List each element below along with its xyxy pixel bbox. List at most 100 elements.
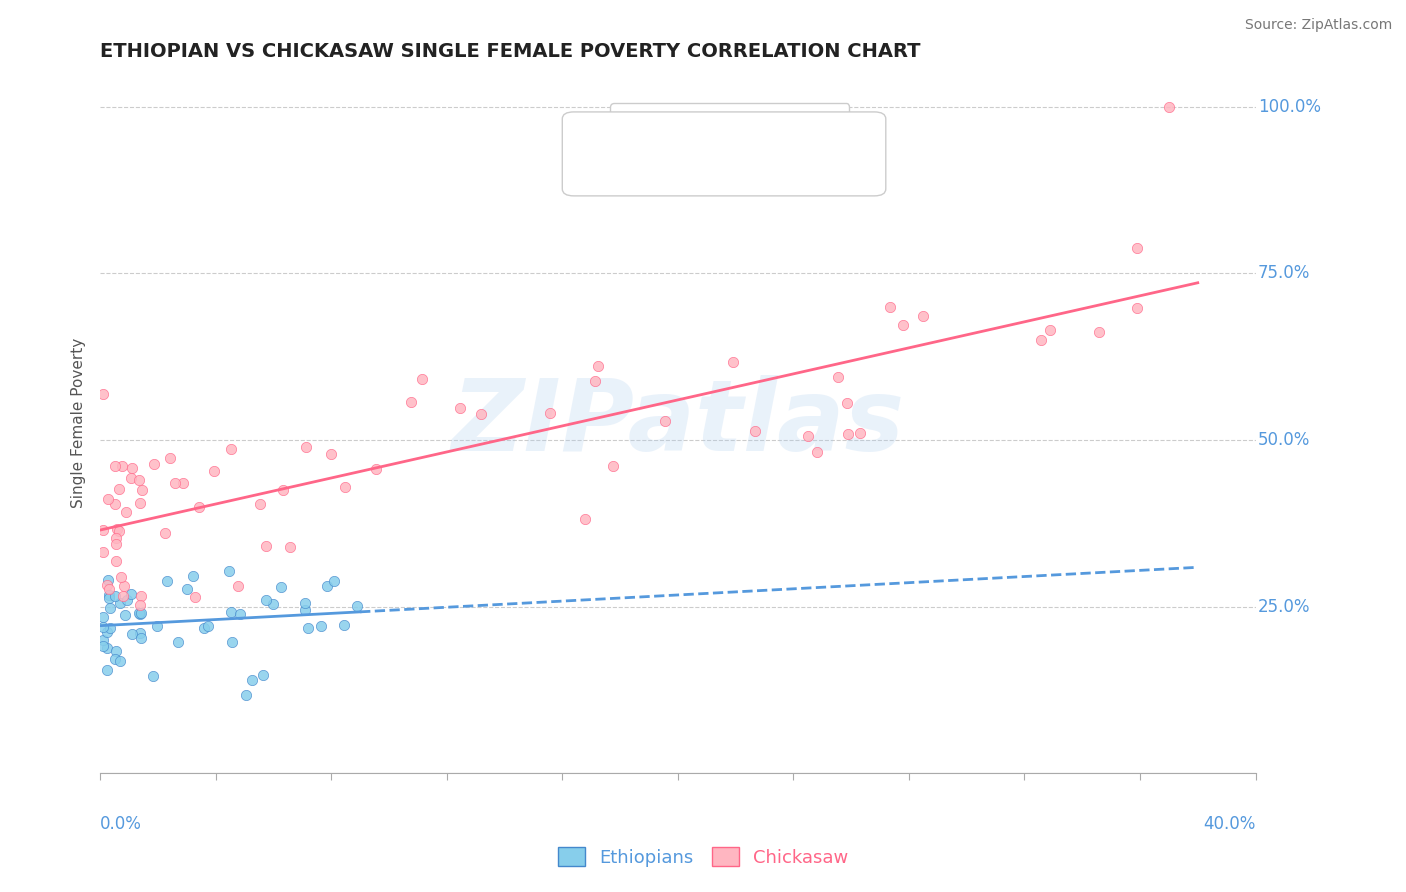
Ethiopians (181, 569, 204, 583)
Ethiopians (333, 618, 356, 632)
Text: 100.0%: 100.0% (1258, 98, 1320, 116)
Chickasaw (602, 458, 624, 473)
Chickasaw (538, 406, 561, 420)
Chickasaw (184, 590, 207, 604)
Ethiopians (121, 626, 143, 640)
Ethiopians (262, 597, 284, 611)
Chickasaw (911, 310, 934, 324)
Chickasaw (319, 447, 342, 461)
Chickasaw (449, 401, 471, 416)
Chickasaw (143, 457, 166, 471)
Ethiopians (323, 574, 346, 589)
Ethiopians (294, 596, 316, 610)
Legend: R =  0.101   N = 52, R =  0.290   N = 71: R = 0.101 N = 52, R = 0.290 N = 71 (610, 103, 849, 171)
Ethiopians (100, 600, 122, 615)
Ethiopians (309, 619, 332, 633)
Ethiopians (97, 573, 120, 587)
Chickasaw (219, 442, 242, 457)
Text: 50.0%: 50.0% (1258, 431, 1310, 449)
Chickasaw (721, 355, 744, 369)
Chickasaw (111, 458, 134, 473)
Chickasaw (891, 318, 914, 332)
Text: 0.0%: 0.0% (100, 815, 142, 833)
Chickasaw (128, 473, 150, 487)
Ethiopians (129, 606, 152, 620)
Ethiopians (252, 668, 274, 682)
Chickasaw (1029, 333, 1052, 347)
Chickasaw (335, 480, 357, 494)
Chickasaw (848, 426, 870, 441)
Chickasaw (1087, 325, 1109, 339)
Chickasaw (1126, 301, 1149, 316)
Chickasaw (574, 512, 596, 526)
Chickasaw (1157, 100, 1180, 114)
Ethiopians (270, 580, 292, 594)
Ethiopians (96, 664, 118, 678)
Chickasaw (105, 537, 128, 551)
Legend: Ethiopians, Chickasaw: Ethiopians, Chickasaw (551, 840, 855, 874)
Ethiopians (129, 607, 152, 621)
Chickasaw (96, 578, 118, 592)
Chickasaw (273, 483, 295, 497)
Chickasaw (470, 408, 492, 422)
Ethiopians (104, 651, 127, 665)
Chickasaw (108, 482, 131, 496)
Text: 40.0%: 40.0% (1204, 815, 1256, 833)
Chickasaw (654, 414, 676, 428)
Ethiopians (176, 582, 198, 596)
Chickasaw (131, 589, 153, 603)
Ethiopians (128, 625, 150, 640)
Chickasaw (111, 589, 134, 603)
Ethiopians (129, 631, 152, 645)
Text: 75.0%: 75.0% (1258, 264, 1310, 283)
Ethiopians (91, 620, 114, 634)
Chickasaw (837, 426, 859, 441)
Chickasaw (165, 475, 187, 490)
Chickasaw (744, 424, 766, 438)
Y-axis label: Single Female Poverty: Single Female Poverty (72, 338, 86, 508)
Chickasaw (827, 370, 849, 384)
Ethiopians (235, 688, 257, 702)
Chickasaw (254, 539, 277, 553)
Ethiopians (96, 640, 118, 655)
Chickasaw (249, 497, 271, 511)
Ethiopians (228, 607, 250, 622)
Ethiopians (110, 596, 132, 610)
Chickasaw (411, 372, 433, 386)
Ethiopians (104, 589, 127, 603)
Chickasaw (797, 429, 820, 443)
Chickasaw (91, 523, 114, 537)
Ethiopians (218, 564, 240, 578)
Ethiopians (108, 654, 131, 668)
Text: Source: ZipAtlas.com: Source: ZipAtlas.com (1244, 18, 1392, 32)
Chickasaw (115, 505, 138, 519)
FancyBboxPatch shape (562, 112, 886, 196)
Chickasaw (128, 598, 150, 612)
Chickasaw (1126, 241, 1149, 255)
Chickasaw (96, 492, 118, 507)
Text: 25.0%: 25.0% (1258, 598, 1310, 615)
Ethiopians (91, 609, 114, 624)
Ethiopians (114, 607, 136, 622)
Chickasaw (583, 375, 606, 389)
Ethiopians (166, 634, 188, 648)
Ethiopians (97, 591, 120, 605)
Chickasaw (91, 545, 114, 559)
Chickasaw (104, 459, 127, 474)
Ethiopians (96, 624, 118, 639)
Chickasaw (110, 570, 132, 584)
Ethiopians (128, 606, 150, 620)
Chickasaw (131, 483, 153, 497)
Chickasaw (1039, 323, 1062, 337)
Chickasaw (159, 450, 181, 465)
Chickasaw (278, 540, 301, 554)
Ethiopians (91, 633, 114, 648)
Text: ZIPatlas: ZIPatlas (451, 375, 904, 472)
Chickasaw (98, 582, 121, 597)
Chickasaw (837, 396, 859, 410)
Text: ETHIOPIAN VS CHICKASAW SINGLE FEMALE POVERTY CORRELATION CHART: ETHIOPIAN VS CHICKASAW SINGLE FEMALE POV… (100, 42, 921, 61)
Ethiopians (156, 574, 179, 589)
Chickasaw (226, 579, 249, 593)
Ethiopians (197, 618, 219, 632)
Chickasaw (105, 522, 128, 536)
